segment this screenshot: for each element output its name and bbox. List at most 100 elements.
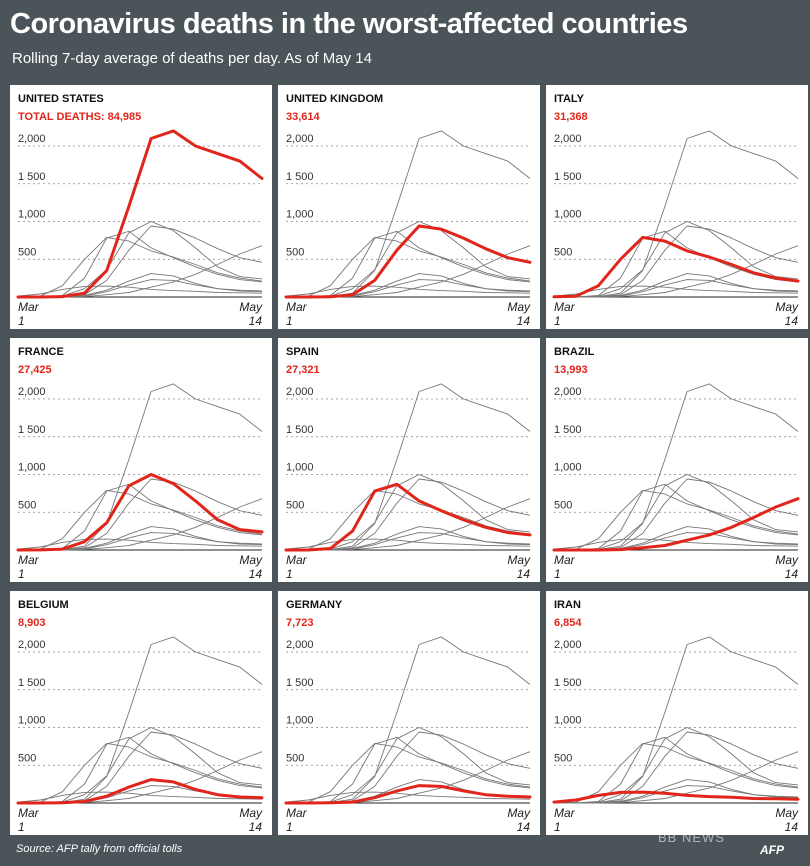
total-deaths-label: 7,723 bbox=[286, 617, 314, 629]
y-tick-label: 1,000 bbox=[286, 462, 314, 474]
highlight-line-iran bbox=[552, 790, 800, 804]
x-tick-month-label: May bbox=[239, 300, 263, 314]
y-tick-label: 1 500 bbox=[554, 171, 582, 183]
total-deaths-label: TOTAL DEATHS: 84,985 bbox=[18, 111, 142, 123]
x-tick-day-label: 1 bbox=[18, 567, 25, 581]
y-tick-label: 500 bbox=[554, 499, 572, 511]
panel-france: 500 1,000 1 500 2,000 Mar 1 May 14 FRANCE 27,425 bbox=[10, 338, 272, 582]
context-line-italy bbox=[17, 742, 263, 804]
y-tick-label: 1,000 bbox=[18, 462, 46, 474]
watermark: BB NEWS bbox=[658, 830, 725, 845]
x-tick-day-label: 1 bbox=[554, 820, 561, 834]
panel-germany: 500 1,000 1 500 2,000 Mar 1 May 14 GERMANY 7,723 bbox=[278, 591, 540, 835]
x-tick-day-label: 14 bbox=[517, 820, 531, 834]
y-tick-label: 1,000 bbox=[18, 715, 46, 727]
context-line-spain bbox=[554, 483, 799, 551]
country-name: BRAZIL bbox=[554, 346, 595, 358]
y-tick-label: 2,000 bbox=[554, 386, 582, 398]
x-tick-month-label: May bbox=[775, 553, 799, 567]
context-line-iran bbox=[553, 285, 799, 297]
x-tick-day-label: 14 bbox=[785, 567, 799, 581]
country-name: GERMANY bbox=[286, 599, 343, 611]
highlight-line-united-states bbox=[16, 129, 264, 299]
y-tick-label: 1 500 bbox=[18, 171, 46, 183]
context-line-belgium bbox=[18, 273, 263, 298]
x-tick-month-label: May bbox=[239, 553, 263, 567]
context-line-italy bbox=[17, 236, 263, 298]
panel-united-states: 500 1,000 1 500 2,000 Mar 1 May 14 UNITED STATES… bbox=[10, 85, 272, 329]
context-line-iran bbox=[285, 791, 531, 803]
country-name: UNITED KINGDOM bbox=[286, 93, 384, 105]
x-tick-month-label: Mar bbox=[286, 553, 308, 567]
y-tick-label: 2,000 bbox=[18, 133, 46, 145]
context-line-united-kingdom bbox=[554, 731, 799, 804]
y-tick-label: 2,000 bbox=[286, 386, 314, 398]
x-tick-day-label: 1 bbox=[18, 314, 25, 328]
y-tick-label: 500 bbox=[286, 499, 304, 511]
total-deaths-label: 27,425 bbox=[18, 364, 52, 376]
y-tick-label: 2,000 bbox=[18, 639, 46, 651]
highlight-line-spain bbox=[284, 482, 532, 552]
context-line-united-states bbox=[286, 636, 531, 804]
y-tick-label: 500 bbox=[18, 752, 36, 764]
context-line-united-states bbox=[554, 383, 799, 551]
context-line-united-states bbox=[286, 383, 531, 551]
y-tick-label: 500 bbox=[286, 246, 304, 258]
total-deaths-label: 8,903 bbox=[18, 617, 46, 629]
context-line-spain bbox=[554, 736, 799, 804]
x-tick-month-label: May bbox=[507, 553, 531, 567]
x-tick-month-label: Mar bbox=[18, 300, 40, 314]
x-tick-day-label: 1 bbox=[554, 314, 561, 328]
highlight-line-united-kingdom bbox=[284, 224, 532, 299]
y-tick-label: 2,000 bbox=[554, 133, 582, 145]
x-tick-day-label: 14 bbox=[249, 567, 263, 581]
context-line-united-kingdom bbox=[18, 225, 263, 298]
context-line-united-kingdom bbox=[18, 731, 263, 804]
y-tick-label: 1 500 bbox=[554, 424, 582, 436]
context-line-spain bbox=[18, 230, 263, 298]
x-tick-month-label: Mar bbox=[286, 300, 308, 314]
total-deaths-label: 27,321 bbox=[286, 364, 320, 376]
source-note: Source: AFP tally from official tolls bbox=[16, 843, 183, 855]
y-tick-label: 1,000 bbox=[18, 209, 46, 221]
y-tick-label: 1 500 bbox=[286, 171, 314, 183]
context-line-spain bbox=[554, 230, 799, 298]
highlight-line-italy bbox=[552, 235, 800, 299]
context-line-iran bbox=[17, 538, 263, 550]
highlight-line-germany bbox=[284, 784, 532, 805]
y-tick-label: 500 bbox=[554, 752, 572, 764]
context-line-italy bbox=[553, 742, 799, 804]
y-tick-label: 1,000 bbox=[554, 462, 582, 474]
x-tick-month-label: May bbox=[507, 300, 531, 314]
x-tick-month-label: Mar bbox=[554, 806, 576, 820]
x-tick-month-label: Mar bbox=[554, 300, 576, 314]
x-tick-day-label: 14 bbox=[785, 314, 799, 328]
panel-united-kingdom: 500 1,000 1 500 2,000 Mar 1 May 14 UNITED KINGDO… bbox=[278, 85, 540, 329]
context-line-france bbox=[553, 221, 799, 298]
context-line-united-kingdom bbox=[554, 225, 799, 298]
total-deaths-label: 13,993 bbox=[554, 364, 588, 376]
x-tick-month-label: Mar bbox=[18, 553, 40, 567]
y-tick-label: 500 bbox=[286, 752, 304, 764]
total-deaths-label: 31,368 bbox=[554, 111, 588, 123]
panel-spain: 500 1,000 1 500 2,000 Mar 1 May 14 SPAIN 27,321 bbox=[278, 338, 540, 582]
context-line-belgium bbox=[18, 526, 263, 551]
y-tick-label: 500 bbox=[18, 499, 36, 511]
panel-brazil: 500 1,000 1 500 2,000 Mar 1 May 14 BRAZIL 13,993 bbox=[546, 338, 808, 582]
country-name: IRAN bbox=[554, 599, 581, 611]
x-tick-month-label: May bbox=[507, 806, 531, 820]
context-line-iran bbox=[285, 285, 531, 297]
highlight-line-brazil bbox=[552, 497, 800, 552]
context-line-united-states bbox=[18, 383, 263, 551]
context-line-spain bbox=[286, 736, 531, 804]
x-tick-day-label: 14 bbox=[517, 314, 531, 328]
context-line-france bbox=[553, 727, 799, 804]
